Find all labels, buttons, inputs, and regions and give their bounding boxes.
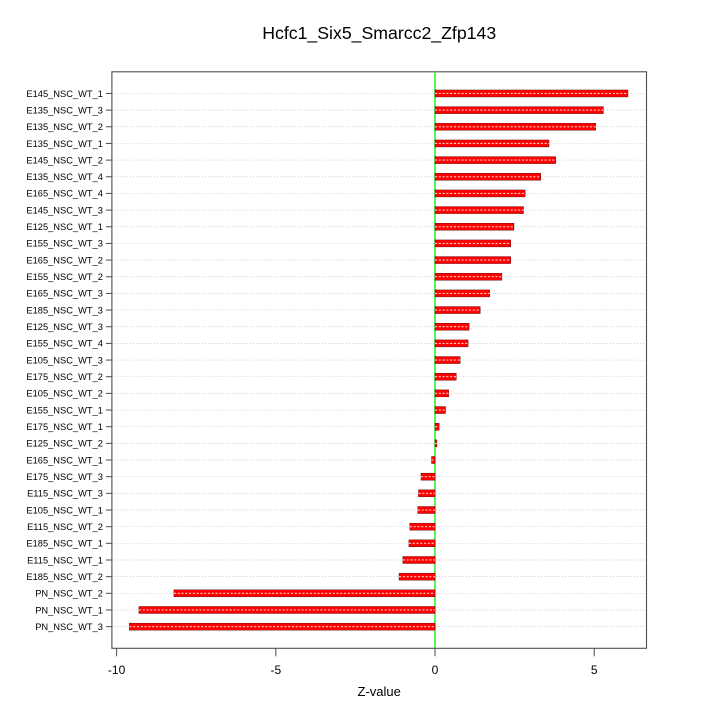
svg-text:E155_NSC_WT_1: E155_NSC_WT_1 <box>26 405 102 415</box>
svg-text:E145_NSC_WT_1: E145_NSC_WT_1 <box>26 89 102 99</box>
svg-text:E165_NSC_WT_4: E165_NSC_WT_4 <box>26 189 102 199</box>
svg-text:E115_NSC_WT_1: E115_NSC_WT_1 <box>27 555 103 565</box>
svg-text:-5: -5 <box>270 663 281 677</box>
svg-text:E175_NSC_WT_1: E175_NSC_WT_1 <box>26 422 102 432</box>
svg-text:E105_NSC_WT_3: E105_NSC_WT_3 <box>26 355 102 365</box>
svg-text:E165_NSC_WT_1: E165_NSC_WT_1 <box>26 455 102 465</box>
svg-text:E115_NSC_WT_2: E115_NSC_WT_2 <box>27 522 103 532</box>
svg-text:5: 5 <box>591 663 598 677</box>
svg-text:PN_NSC_WT_3: PN_NSC_WT_3 <box>35 622 103 632</box>
svg-text:PN_NSC_WT_2: PN_NSC_WT_2 <box>35 589 103 599</box>
svg-text:0: 0 <box>432 663 439 677</box>
svg-text:E125_NSC_WT_1: E125_NSC_WT_1 <box>26 222 102 232</box>
svg-text:E155_NSC_WT_2: E155_NSC_WT_2 <box>26 272 102 282</box>
svg-text:E135_NSC_WT_2: E135_NSC_WT_2 <box>26 122 102 132</box>
svg-text:-10: -10 <box>108 663 126 677</box>
svg-text:E145_NSC_WT_2: E145_NSC_WT_2 <box>26 155 102 165</box>
svg-text:E155_NSC_WT_4: E155_NSC_WT_4 <box>26 339 102 349</box>
svg-text:E185_NSC_WT_1: E185_NSC_WT_1 <box>26 539 102 549</box>
svg-text:E135_NSC_WT_4: E135_NSC_WT_4 <box>26 172 102 182</box>
svg-text:E165_NSC_WT_2: E165_NSC_WT_2 <box>26 255 102 265</box>
svg-text:E135_NSC_WT_3: E135_NSC_WT_3 <box>26 105 102 115</box>
svg-text:E155_NSC_WT_3: E155_NSC_WT_3 <box>26 239 102 249</box>
svg-text:Z-value: Z-value <box>358 684 401 699</box>
svg-text:E185_NSC_WT_2: E185_NSC_WT_2 <box>26 572 102 582</box>
svg-text:E165_NSC_WT_3: E165_NSC_WT_3 <box>26 289 102 299</box>
svg-text:E185_NSC_WT_3: E185_NSC_WT_3 <box>26 305 102 315</box>
svg-text:E105_NSC_WT_2: E105_NSC_WT_2 <box>26 389 102 399</box>
svg-text:E105_NSC_WT_1: E105_NSC_WT_1 <box>26 505 102 515</box>
svg-text:E175_NSC_WT_3: E175_NSC_WT_3 <box>26 472 102 482</box>
svg-text:E125_NSC_WT_3: E125_NSC_WT_3 <box>26 322 102 332</box>
svg-text:PN_NSC_WT_1: PN_NSC_WT_1 <box>35 605 103 615</box>
svg-text:Hcfc1_Six5_Smarcc2_Zfp143: Hcfc1_Six5_Smarcc2_Zfp143 <box>262 23 496 44</box>
svg-text:E115_NSC_WT_3: E115_NSC_WT_3 <box>27 489 103 499</box>
svg-text:E125_NSC_WT_2: E125_NSC_WT_2 <box>26 439 102 449</box>
svg-text:E135_NSC_WT_1: E135_NSC_WT_1 <box>26 139 102 149</box>
svg-text:E175_NSC_WT_2: E175_NSC_WT_2 <box>26 372 102 382</box>
svg-text:E145_NSC_WT_3: E145_NSC_WT_3 <box>26 205 102 215</box>
